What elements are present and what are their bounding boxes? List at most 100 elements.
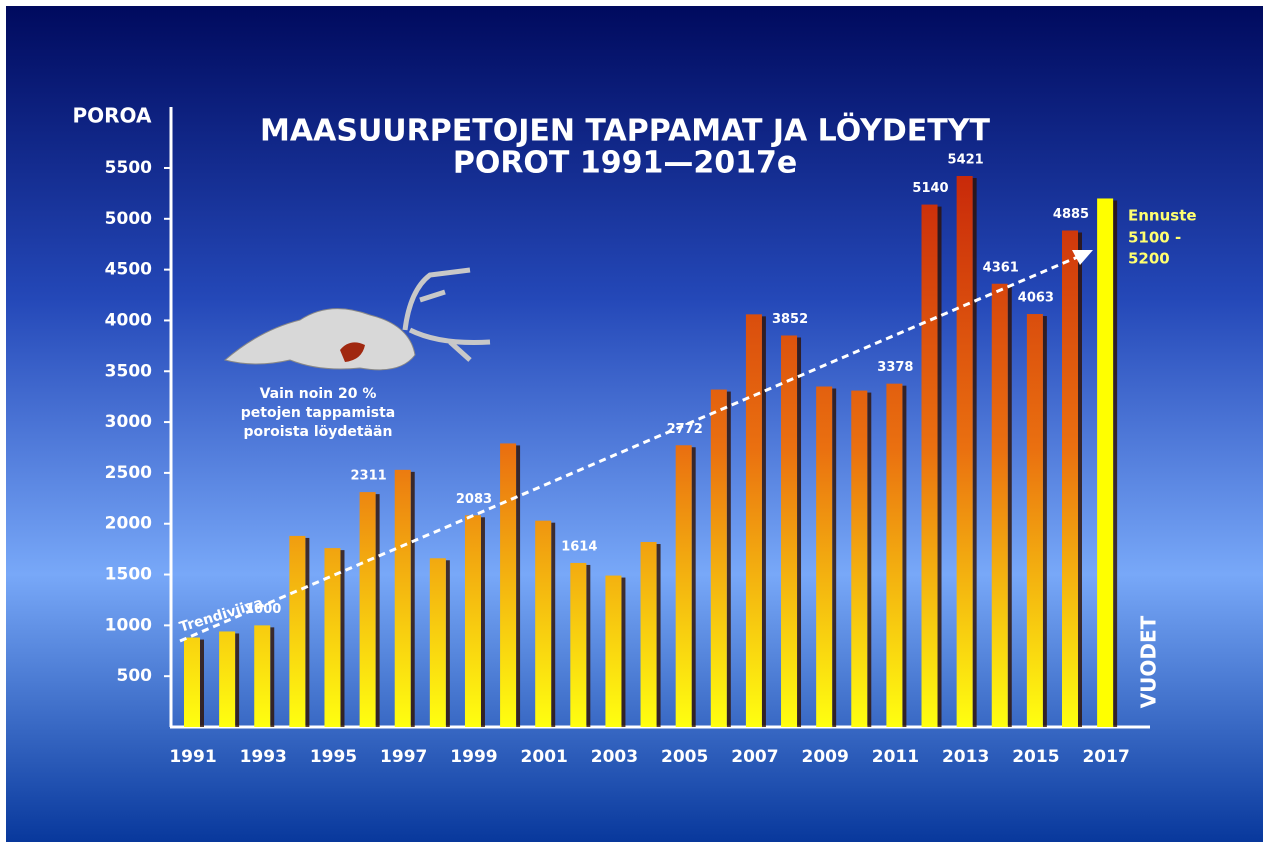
- x-tick-label: 2005: [661, 747, 708, 767]
- bar-shadow: [867, 393, 871, 727]
- chart-title: POROT 1991—2017e: [453, 146, 797, 181]
- y-tick-label: 5000: [105, 209, 152, 229]
- bar: [886, 384, 902, 727]
- bar-shadow: [411, 472, 415, 727]
- bar: [535, 521, 551, 727]
- bar-shadow: [797, 337, 801, 727]
- y-tick-label: 4000: [105, 310, 152, 330]
- forecast-note: 5100 -: [1128, 229, 1181, 247]
- x-tick-label: 1993: [240, 747, 287, 767]
- bar-shadow: [973, 178, 977, 727]
- chart: MAASUURPETOJEN TAPPAMAT JA LÖYDETYT PORO…: [0, 0, 1269, 848]
- bar-shadow: [1078, 232, 1082, 727]
- value-label: 5140: [912, 181, 948, 196]
- page: MAASUURPETOJEN TAPPAMAT JA LÖYDETYT PORO…: [0, 0, 1269, 848]
- note: petojen tappamista: [241, 405, 395, 421]
- bar-shadow: [305, 538, 309, 727]
- bar: [1062, 230, 1078, 727]
- bar: [922, 205, 938, 727]
- value-label: 1614: [561, 539, 597, 554]
- value-label: 4361: [983, 260, 1019, 275]
- bar-shadow: [657, 544, 661, 727]
- bar-shadow: [621, 578, 625, 727]
- x-tick-label: 2001: [521, 747, 568, 767]
- y-tick-label: 3500: [105, 361, 152, 381]
- bar-shadow: [938, 207, 942, 727]
- bar-shadow: [340, 550, 344, 727]
- bar-shadow: [902, 386, 906, 727]
- bar: [676, 445, 692, 727]
- bar: [746, 314, 762, 727]
- x-tick-label: 2007: [731, 747, 778, 767]
- x-axis-label: VUODET: [1137, 615, 1161, 708]
- x-tick-label: 2011: [872, 747, 919, 767]
- value-label: 4885: [1053, 207, 1089, 222]
- y-tick-label: 5500: [105, 158, 152, 178]
- note: Vain noin 20 %: [260, 386, 377, 402]
- value-label: 2311: [351, 469, 387, 484]
- bar-shadow: [1113, 200, 1117, 727]
- x-tick-label: 1991: [169, 747, 216, 767]
- y-tick-label: 2500: [105, 463, 152, 483]
- y-tick-label: 4500: [105, 260, 152, 280]
- value-label: 3852: [772, 312, 808, 327]
- x-tick-label: 1997: [380, 747, 427, 767]
- y-tick-label: 2000: [105, 514, 152, 534]
- x-tick-label: 2013: [942, 747, 989, 767]
- bar-shadow: [200, 640, 204, 727]
- bar: [500, 443, 516, 727]
- bar-shadow: [446, 560, 450, 727]
- x-tick-label: 2017: [1082, 747, 1129, 767]
- x-tick-label: 2015: [1012, 747, 1059, 767]
- bar: [184, 638, 200, 727]
- bar-shadow: [235, 633, 239, 727]
- bar-shadow: [1008, 286, 1012, 727]
- bar: [781, 335, 797, 727]
- forecast-note: Ennuste: [1128, 207, 1197, 225]
- bar: [465, 515, 481, 727]
- bar-shadow: [762, 316, 766, 727]
- bar: [641, 542, 657, 727]
- bar: [1097, 198, 1113, 727]
- bar-shadow: [1043, 316, 1047, 727]
- bar: [816, 387, 832, 727]
- x-tick-label: 1995: [310, 747, 357, 767]
- bar-shadow: [727, 392, 731, 727]
- note: poroista löydetään: [244, 424, 393, 440]
- chart-title: MAASUURPETOJEN TAPPAMAT JA LÖYDETYT: [260, 112, 990, 149]
- x-tick-label: 2009: [801, 747, 848, 767]
- bar-shadow: [516, 445, 520, 727]
- y-tick-label: 1500: [105, 565, 152, 585]
- bar: [360, 492, 376, 727]
- value-label: 2083: [456, 492, 492, 507]
- value-label: 4063: [1018, 291, 1054, 306]
- bar: [430, 558, 446, 727]
- bar-shadow: [692, 447, 696, 727]
- value-label: 3378: [877, 360, 913, 375]
- forecast-note: 5200: [1128, 250, 1170, 268]
- value-label: 2772: [667, 422, 703, 437]
- bar: [1027, 314, 1043, 727]
- bar-shadow: [376, 494, 380, 727]
- y-tick-label: 500: [117, 666, 153, 686]
- bar: [992, 284, 1008, 727]
- bar: [605, 576, 621, 727]
- bar-shadow: [832, 389, 836, 727]
- bar: [219, 631, 235, 727]
- bar: [711, 390, 727, 727]
- bar: [851, 391, 867, 727]
- x-tick-label: 2003: [591, 747, 638, 767]
- bar: [395, 470, 411, 727]
- bar-shadow: [586, 565, 590, 727]
- y-tick-label: 3000: [105, 412, 152, 432]
- bar-shadow: [270, 627, 274, 727]
- y-axis-label: POROA: [72, 104, 152, 128]
- bar: [957, 176, 973, 727]
- x-tick-label: 1999: [450, 747, 497, 767]
- y-tick-label: 1000: [105, 615, 152, 635]
- bar: [570, 563, 586, 727]
- value-label: 5421: [948, 153, 984, 168]
- bar: [289, 536, 305, 727]
- bar: [254, 625, 270, 727]
- bar-shadow: [551, 523, 555, 727]
